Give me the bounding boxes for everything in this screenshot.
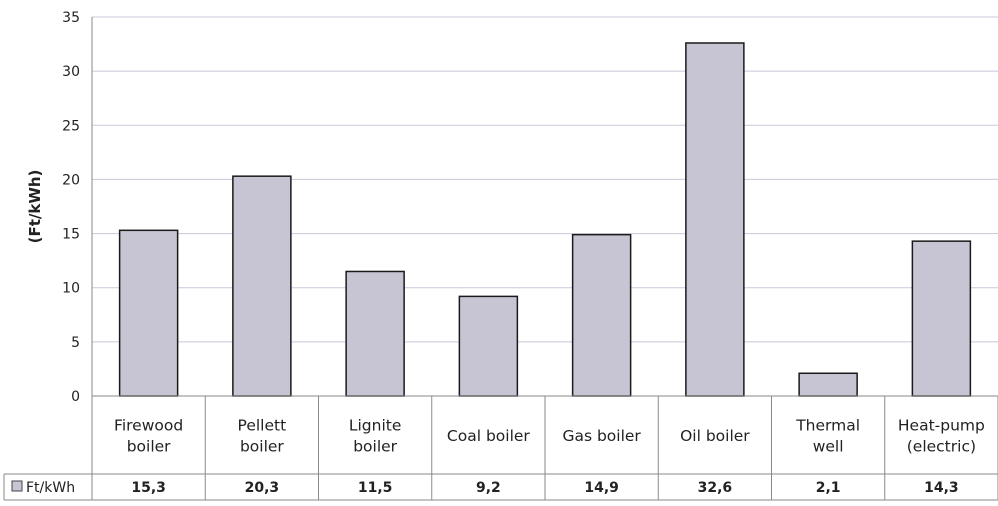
- bar: [232, 175, 292, 397]
- data-value-label: 14,3: [924, 480, 959, 496]
- y-tick-label: 20: [62, 172, 80, 188]
- category-label: Oil boiler: [680, 427, 750, 445]
- legend-swatch: [11, 480, 23, 492]
- bar: [798, 372, 858, 397]
- category-label: Gas boiler: [562, 427, 641, 445]
- y-tick-label: 15: [62, 227, 80, 243]
- data-value-label: 32,6: [698, 480, 733, 496]
- y-tick-label: 0: [71, 389, 80, 405]
- y-axis-label: (Ft/kWh): [26, 170, 44, 244]
- data-value-label: 2,1: [816, 480, 841, 496]
- category-label: Firewood: [114, 417, 183, 435]
- bar: [458, 295, 519, 397]
- category-label: boiler: [127, 438, 171, 456]
- data-value-label: 11,5: [358, 480, 393, 496]
- bar: [911, 240, 972, 397]
- category-label: (electric): [907, 438, 976, 456]
- category-label: boiler: [353, 438, 397, 456]
- data-value-label: 9,2: [476, 480, 501, 496]
- category-label: well: [813, 438, 844, 456]
- y-tick-label: 35: [62, 10, 80, 26]
- y-tick-label: 25: [62, 118, 80, 134]
- y-tick-label: 10: [62, 281, 80, 297]
- y-tick-label: 5: [71, 335, 80, 351]
- category-label: boiler: [240, 438, 284, 456]
- category-label: Lignite: [349, 417, 402, 435]
- y-tick-label: 30: [62, 64, 80, 80]
- legend-label: Ft/kWh: [26, 480, 75, 496]
- category-label: Thermal: [795, 417, 860, 435]
- category-label: Pellett: [238, 417, 287, 435]
- data-value-label: 14,9: [584, 480, 619, 496]
- category-label: Heat-pump: [898, 417, 985, 435]
- data-value-label: 15,3: [131, 480, 166, 496]
- bar: [118, 229, 179, 397]
- data-value-label: 20,3: [245, 480, 280, 496]
- category-label: Coal boiler: [447, 427, 531, 445]
- bar: [571, 233, 632, 397]
- bar: [685, 42, 745, 397]
- bar: [345, 270, 405, 397]
